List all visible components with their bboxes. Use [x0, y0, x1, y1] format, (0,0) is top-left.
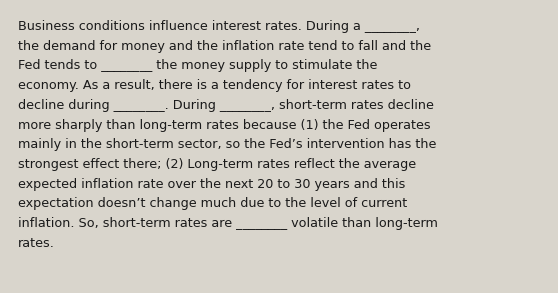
Text: expected inflation rate over the next 20 to 30 years and this: expected inflation rate over the next 20… — [18, 178, 405, 191]
Text: rates.: rates. — [18, 237, 55, 250]
Text: Fed tends to ________ the money supply to stimulate the: Fed tends to ________ the money supply t… — [18, 59, 377, 72]
Text: the demand for money and the inflation rate tend to fall and the: the demand for money and the inflation r… — [18, 40, 431, 53]
Text: more sharply than long-term rates because (1) the Fed operates: more sharply than long-term rates becaus… — [18, 118, 431, 132]
Text: expectation doesn’t change much due to the level of current: expectation doesn’t change much due to t… — [18, 197, 407, 210]
Text: decline during ________. During ________, short-term rates decline: decline during ________. During ________… — [18, 99, 434, 112]
Text: inflation. So, short-term rates are ________ volatile than long-term: inflation. So, short-term rates are ____… — [18, 217, 438, 230]
Text: mainly in the short-term sector, so the Fed’s intervention has the: mainly in the short-term sector, so the … — [18, 138, 436, 151]
Text: Business conditions influence interest rates. During a ________,: Business conditions influence interest r… — [18, 20, 424, 33]
Text: economy. As a result, there is a tendency for interest rates to: economy. As a result, there is a tendenc… — [18, 79, 411, 92]
Text: strongest effect there; (2) Long-term rates reflect the average: strongest effect there; (2) Long-term ra… — [18, 158, 416, 171]
